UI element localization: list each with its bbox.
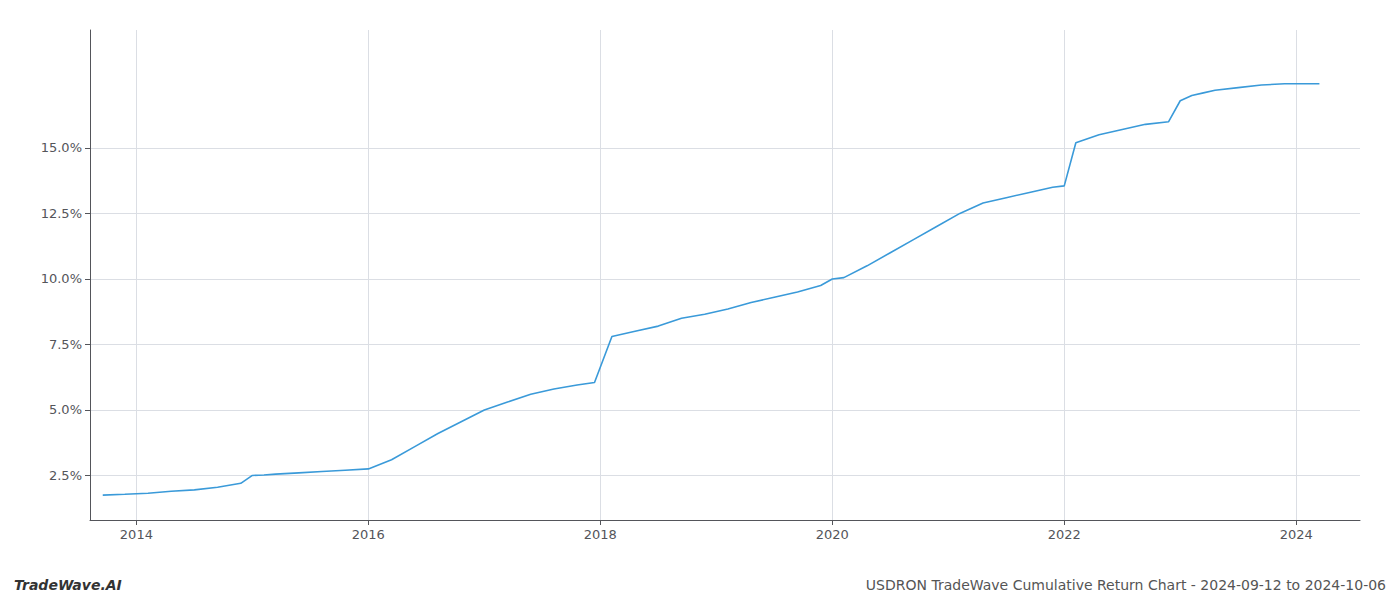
svg-text:12.5%: 12.5% bbox=[41, 206, 82, 221]
svg-text:2020: 2020 bbox=[816, 527, 849, 542]
svg-text:15.0%: 15.0% bbox=[41, 140, 82, 155]
svg-text:2016: 2016 bbox=[352, 527, 385, 542]
svg-text:2018: 2018 bbox=[584, 527, 617, 542]
svg-text:2014: 2014 bbox=[120, 527, 153, 542]
svg-text:5.0%: 5.0% bbox=[49, 402, 82, 417]
svg-text:7.5%: 7.5% bbox=[49, 337, 82, 352]
svg-text:TradeWave.AI: TradeWave.AI bbox=[14, 577, 122, 593]
svg-text:10.0%: 10.0% bbox=[41, 271, 82, 286]
svg-text:2022: 2022 bbox=[1048, 527, 1081, 542]
svg-text:2024: 2024 bbox=[1280, 527, 1313, 542]
svg-text:USDRON TradeWave Cumulative Re: USDRON TradeWave Cumulative Return Chart… bbox=[866, 577, 1386, 593]
svg-text:2.5%: 2.5% bbox=[49, 468, 82, 483]
